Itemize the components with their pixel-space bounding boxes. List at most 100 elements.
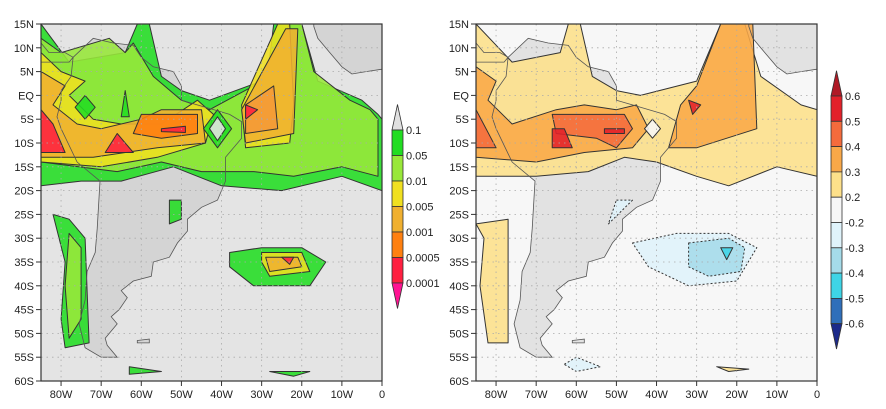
contour-region-0.01 <box>64 232 82 339</box>
lat-tick-label: 10S <box>14 138 34 150</box>
coastline-south-america <box>56 37 243 358</box>
left-colorbar: 0.1 0.05 0.01 0.005 0.001 0.0005 0.0001 <box>391 104 440 309</box>
lon-tick-label: 20W <box>290 389 313 401</box>
colorbar-bottom-arrow <box>391 282 404 309</box>
lon-tick-label: 60W <box>565 389 588 401</box>
colorbar-box <box>830 146 843 173</box>
lat-tick-label: 15N <box>449 19 469 31</box>
lat-tick-label: 35S <box>449 257 469 269</box>
land-falklands <box>572 339 585 343</box>
map-content <box>476 24 817 381</box>
coastline-central-america <box>476 42 509 63</box>
lon-tick-label: 30W <box>250 389 273 401</box>
lon-tick-label: 80W <box>50 389 73 401</box>
contour-region-0.5 <box>688 99 702 115</box>
right-map-panel: 15N 10N 5N EQ 5S 10S 15S 20S 25S 30S 35S 40S 45S 50S 5… <box>449 19 820 401</box>
lat-tick-label: 60S <box>449 376 469 388</box>
contour-region-0.05 <box>120 90 130 118</box>
lat-tick-label: 50S <box>449 328 469 340</box>
colorbar-box <box>830 196 843 223</box>
lat-tick-label: 55S <box>449 352 469 364</box>
lat-tick-label: 25S <box>449 209 469 221</box>
contour-region-0.05 <box>128 366 162 375</box>
lon-tick-label: 20W <box>725 389 748 401</box>
colorbar-box <box>830 222 843 249</box>
colorbar-box <box>391 155 404 182</box>
land-falklands <box>137 339 150 343</box>
colorbar-label: -0.4 <box>845 268 864 280</box>
left-map-panel: 15N 10N 5N EQ 5S 10S 15S 20S 25S 30S 35S 40S 45S 50S 5… <box>14 19 385 401</box>
lat-tick-label: 25S <box>14 209 34 221</box>
colorbar-label: 0.5 <box>845 116 860 128</box>
coastline-south-america <box>491 37 677 358</box>
lat-tick-label: 5S <box>456 114 469 126</box>
lat-tick-label: 10N <box>14 43 34 55</box>
lon-tick-label: 30W <box>685 389 708 401</box>
lat-tick-label: 15S <box>449 162 469 174</box>
colorbar-box <box>830 297 843 325</box>
lat-tick-label: EQ <box>453 90 469 102</box>
lat-tick-label: 5S <box>21 114 34 126</box>
colorbar-label: 0.3 <box>845 167 860 179</box>
colorbar-box <box>391 206 404 233</box>
colorbar-label: 0.01 <box>406 176 427 188</box>
colorbar-box <box>830 171 843 198</box>
contour-region--0.2 <box>607 199 633 225</box>
colorbar-box <box>391 180 404 207</box>
contour-region-0.0001 <box>160 125 186 133</box>
contour-region-0.0005 <box>245 85 279 134</box>
lon-tick-label: 40W <box>645 389 668 401</box>
lat-tick-label: 60S <box>14 376 34 388</box>
lat-tick-label: EQ <box>18 90 34 102</box>
colorbar-box <box>391 129 404 156</box>
contour-region-0.3 <box>668 24 758 149</box>
contour-region-0.2 <box>476 218 509 344</box>
contour-region-0.0001 <box>41 109 66 153</box>
lat-tick-label: 40S <box>14 281 34 293</box>
lat-tick-label: 5N <box>455 67 469 79</box>
land-africa <box>748 24 817 74</box>
contour-region-0.05 <box>269 371 311 377</box>
contour-region-0.4 <box>476 109 497 149</box>
lat-tick-label: 50S <box>14 328 34 340</box>
colorbar-top-arrow <box>830 70 843 97</box>
contour-region-0.4 <box>551 113 633 149</box>
colorbar-label: 0.001 <box>406 227 434 239</box>
contour-region-0.2 <box>716 366 750 372</box>
coastline-africa <box>313 24 382 75</box>
colorbar-label: 0.05 <box>406 151 427 163</box>
colorbar-label: -0.5 <box>845 293 864 305</box>
coastline-falklands <box>571 338 585 344</box>
lat-tick-label: 5N <box>20 67 34 79</box>
contour-region-0.5 <box>603 128 625 134</box>
map-frame <box>40 23 383 382</box>
lon-tick-label: 70W <box>90 389 113 401</box>
colorbar-label: 0.2 <box>845 192 860 204</box>
lon-tick-label: 10W <box>331 389 354 401</box>
colorbar-label: 0.4 <box>845 142 860 154</box>
colorbar-box <box>830 95 843 122</box>
lat-tick-label: 15N <box>14 19 34 31</box>
colorbar-label: 0.1 <box>406 125 421 137</box>
map-frame <box>475 23 818 382</box>
lon-tick-label: 80W <box>485 389 508 401</box>
lon-tick-label: 70W <box>525 389 548 401</box>
map-content <box>41 24 382 381</box>
lat-tick-label: 45S <box>449 305 469 317</box>
contour-region--0.3 <box>688 237 746 277</box>
colorbar-label: 0.005 <box>406 202 434 214</box>
contour-region-0.0005 <box>132 113 198 139</box>
lon-tick-label: 50W <box>605 389 628 401</box>
coastline-falklands <box>136 338 150 344</box>
land-africa <box>313 24 382 74</box>
lon-tick-label: 10W <box>766 389 789 401</box>
lat-tick-label: 40S <box>449 281 469 293</box>
colorbar-label: -0.6 <box>845 319 864 331</box>
coastline-central-america <box>41 42 74 63</box>
lon-tick-label: 60W <box>130 389 153 401</box>
contour-region--0.2 <box>563 356 601 372</box>
contour-region-0.5 <box>551 128 573 149</box>
colorbar-label: 0.0005 <box>406 253 440 265</box>
lat-tick-label: 20S <box>449 186 469 198</box>
